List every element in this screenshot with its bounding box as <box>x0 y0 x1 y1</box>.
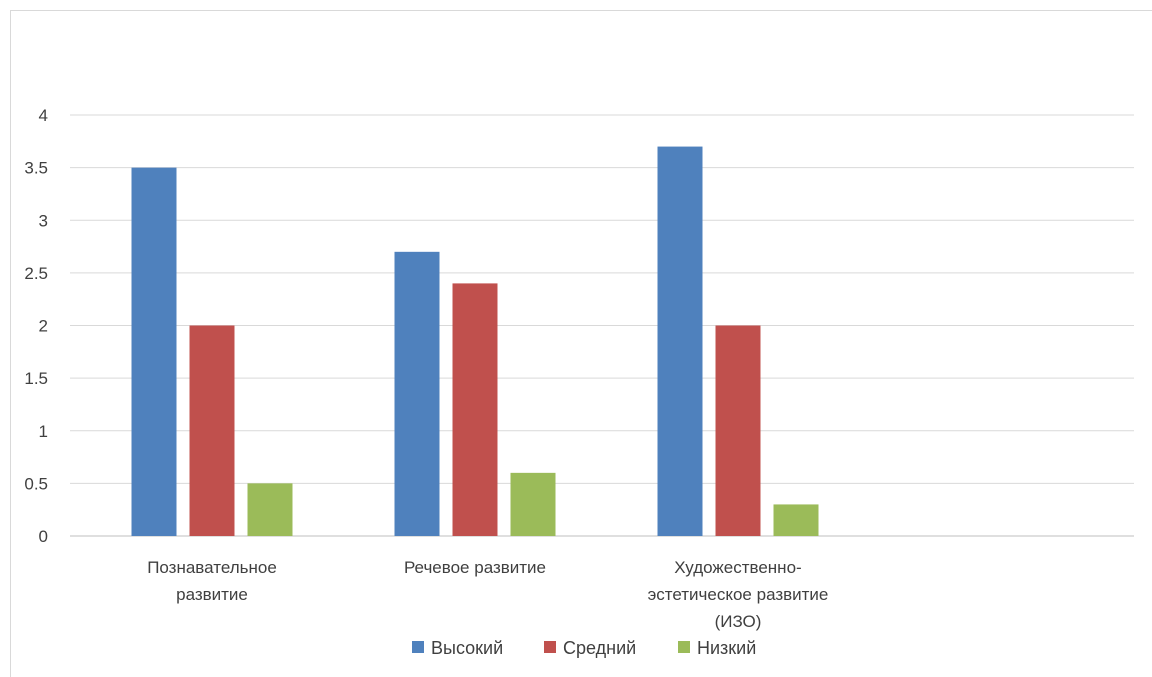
x-category-label: (ИЗО) <box>715 612 762 631</box>
bar <box>247 483 293 536</box>
legend-label: Высокий <box>431 638 503 658</box>
bar <box>189 325 235 536</box>
y-tick-label: 2.5 <box>24 264 48 283</box>
x-category-label: эстетическое развитие <box>648 585 829 604</box>
y-tick-label: 4 <box>39 106 48 125</box>
bar <box>510 472 556 536</box>
y-tick-label: 3 <box>39 211 48 230</box>
y-axis-tick-labels: 0 0.5 1 1.5 2 2.5 3 3.5 4 <box>24 106 48 546</box>
legend-swatch <box>678 641 690 653</box>
bar <box>715 325 761 536</box>
bar <box>773 504 819 536</box>
bar <box>394 251 440 536</box>
x-axis-category-labels: Познавательное развитие Речевое развитие Ху… <box>147 558 828 631</box>
legend-label: Средний <box>563 638 636 658</box>
legend: Высокий Средний Низкий <box>412 638 756 658</box>
x-category-label: Познавательное <box>147 558 277 577</box>
bar <box>131 167 177 536</box>
legend-swatch <box>412 641 424 653</box>
legend-label: Низкий <box>697 638 756 658</box>
x-category-label: Художественно- <box>674 558 801 577</box>
y-tick-label: 2 <box>39 317 48 336</box>
y-tick-label: 0 <box>39 527 48 546</box>
chart-frame <box>10 10 1152 677</box>
y-tick-label: 1 <box>39 422 48 441</box>
y-tick-label: 0.5 <box>24 474 48 493</box>
y-tick-label: 3.5 <box>24 159 48 178</box>
bars <box>131 146 819 536</box>
y-tick-label: 1.5 <box>24 369 48 388</box>
x-category-label: Речевое развитие <box>404 558 546 577</box>
bar <box>452 283 498 536</box>
gridlines <box>70 114 1134 537</box>
legend-swatch <box>544 641 556 653</box>
x-category-label: развитие <box>176 585 248 604</box>
bar <box>657 146 703 536</box>
